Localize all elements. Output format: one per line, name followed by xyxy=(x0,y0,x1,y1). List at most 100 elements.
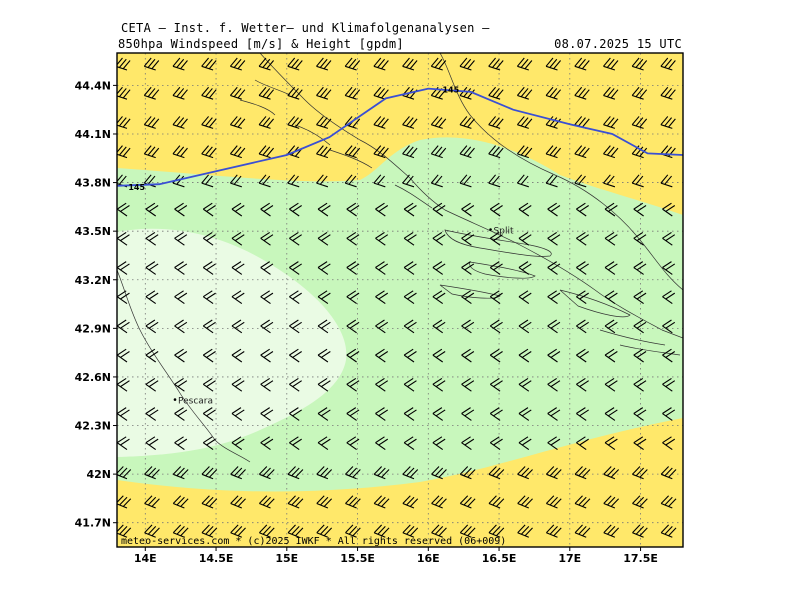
wind-barb xyxy=(145,290,159,305)
wind-barb xyxy=(143,86,160,100)
wind-barb xyxy=(316,57,332,71)
wind-barb xyxy=(202,290,216,305)
wind-barb xyxy=(117,407,130,421)
wind-barb xyxy=(403,261,417,275)
wind-barb xyxy=(603,57,619,71)
wind-barb xyxy=(260,407,274,421)
wind-barb xyxy=(230,495,246,509)
wind-barb xyxy=(633,436,647,451)
wind-barb xyxy=(145,348,159,363)
wind-barb xyxy=(545,174,558,188)
wind-barb xyxy=(489,231,503,246)
wind-barb xyxy=(201,466,218,480)
wind-barb xyxy=(488,86,504,100)
wind-barb xyxy=(258,116,275,129)
wind-barb xyxy=(576,348,589,363)
wind-barb xyxy=(231,407,245,421)
wind-barb xyxy=(287,145,303,159)
wind-barb xyxy=(603,174,616,188)
wind-barb xyxy=(317,261,331,275)
wind-barb xyxy=(317,290,331,305)
longitude-axis: 14E 14.5E 15E 15.5E 16E 16.5E 17E 17.5E xyxy=(134,547,658,565)
wind-barb xyxy=(631,145,648,159)
wind-barb xyxy=(402,174,415,188)
wind-barb xyxy=(488,466,505,480)
wind-barb xyxy=(662,436,676,451)
wind-barb xyxy=(117,86,131,100)
wind-barb xyxy=(660,466,677,480)
wind-barb xyxy=(633,261,647,275)
wind-barb xyxy=(202,202,216,217)
wind-barb xyxy=(231,231,245,246)
wind-barb xyxy=(547,290,561,305)
wind-barb xyxy=(518,348,532,363)
wind-barb xyxy=(260,348,274,363)
wind-barb xyxy=(145,202,159,217)
wind-barb xyxy=(660,495,677,509)
wind-barb xyxy=(145,436,159,451)
wind-barb xyxy=(516,57,533,71)
wind-barb xyxy=(488,495,505,509)
wind-barb xyxy=(432,407,446,421)
wind-barb xyxy=(375,436,389,451)
wind-barb xyxy=(201,174,214,188)
wind-barb xyxy=(576,202,589,217)
wind-barb xyxy=(117,231,130,246)
wind-barb xyxy=(461,202,475,217)
lat-tick-label: 44.4N xyxy=(75,79,111,92)
wind-barb xyxy=(488,524,505,538)
wind-barb xyxy=(373,495,390,509)
wind-barb xyxy=(547,319,561,334)
wind-barb xyxy=(344,57,361,71)
wind-barb xyxy=(403,377,417,392)
wind-barb xyxy=(603,495,620,509)
wind-barb xyxy=(516,116,533,129)
wind-barb xyxy=(317,436,331,451)
wind-barb xyxy=(117,319,130,334)
wind-barb xyxy=(402,145,418,159)
wind-barb xyxy=(545,57,562,71)
wind-barb xyxy=(289,202,302,217)
wind-barb xyxy=(432,436,446,451)
wind-barb xyxy=(662,202,676,217)
wind-barb xyxy=(231,290,245,305)
wind-barb xyxy=(576,407,589,421)
wind-barb xyxy=(201,86,217,100)
wind-barb xyxy=(229,57,246,71)
wind-barb xyxy=(143,116,160,129)
wind-barb xyxy=(373,524,390,538)
wind-barb xyxy=(344,174,357,188)
wind-barb xyxy=(633,407,647,421)
wind-barb xyxy=(289,319,302,334)
city-label: Pescara xyxy=(178,397,213,407)
wind-barb xyxy=(287,466,304,480)
wind-barb xyxy=(287,524,304,538)
wind-barb xyxy=(172,524,189,538)
wind-barb xyxy=(316,495,333,509)
wind-barb xyxy=(489,407,503,421)
wind-barb xyxy=(633,319,647,334)
wind-barb xyxy=(403,407,417,421)
wind-barb xyxy=(402,57,418,71)
wind-barb xyxy=(258,466,275,480)
wind-barb xyxy=(373,466,390,480)
wind-barb xyxy=(172,57,188,71)
wind-barb xyxy=(489,348,503,363)
wind-barb xyxy=(604,436,618,451)
wind-barb xyxy=(202,407,216,421)
wind-barb xyxy=(145,407,159,421)
wind-barb xyxy=(632,495,648,509)
wind-barb xyxy=(346,436,360,451)
wind-barb xyxy=(345,524,361,538)
wind-barb xyxy=(144,466,160,480)
wind-barb xyxy=(461,348,475,363)
wind-barb xyxy=(201,57,217,71)
wind-barb xyxy=(117,466,132,480)
wind-barb xyxy=(201,145,217,159)
lon-tick-label: 17E xyxy=(558,552,581,565)
lon-tick-label: 15.5E xyxy=(340,552,375,565)
wind-barb xyxy=(517,495,533,509)
wind-barb xyxy=(576,290,589,305)
wind-barb xyxy=(662,319,676,334)
wind-barb xyxy=(604,202,618,217)
